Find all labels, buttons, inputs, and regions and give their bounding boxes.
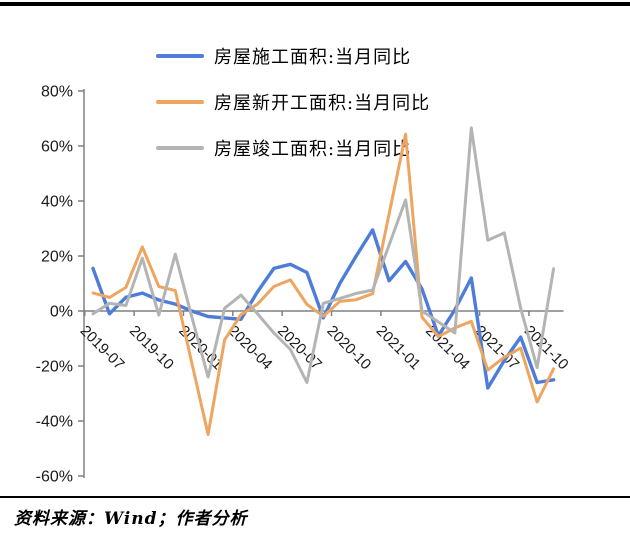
y-axis-tick-label: 80% (41, 84, 73, 101)
legend-marker-icon (156, 146, 204, 150)
y-axis-tick-label: 0% (50, 304, 73, 321)
y-axis-tick-label: 40% (41, 194, 73, 211)
legend-label: 房屋竣工面积:当月同比 (214, 139, 412, 160)
legend-item-1: 房屋新开工面积:当月同比 (156, 86, 430, 118)
y-axis-tick-label: -20% (36, 359, 73, 376)
footer-divider-rule (0, 496, 630, 498)
top-border-rule (0, 2, 630, 6)
y-axis-tick-label: -60% (36, 469, 73, 486)
y-axis-tick-label: -40% (36, 414, 73, 431)
chart-legend: 房屋施工面积:当月同比 房屋新开工面积:当月同比 房屋竣工面积:当月同比 (156, 40, 430, 164)
legend-item-2: 房屋竣工面积:当月同比 (156, 132, 430, 164)
legend-marker-icon (156, 100, 204, 104)
series-line-0 (91, 228, 556, 390)
series-line-1 (91, 132, 556, 436)
x-axis-tick-label: 2019-10 (126, 322, 177, 373)
series-line-2 (91, 126, 556, 384)
legend-label: 房屋新开工面积:当月同比 (214, 93, 431, 114)
legend-marker-icon (156, 54, 204, 58)
x-axis-tick-label: 2021-10 (521, 322, 572, 373)
source-note: 资料来源：Wind；作者分析 (14, 509, 248, 529)
y-axis-tick-label: 60% (41, 139, 73, 156)
x-axis-tick-label: 2021-01 (373, 322, 424, 373)
x-axis-tick-label: 2020-10 (323, 322, 374, 373)
legend-item-0: 房屋施工面积:当月同比 (156, 40, 430, 72)
legend-label: 房屋施工面积:当月同比 (214, 47, 412, 68)
x-axis-tick-label: 2021-04 (422, 322, 473, 373)
y-axis-tick-label: 20% (41, 249, 73, 266)
